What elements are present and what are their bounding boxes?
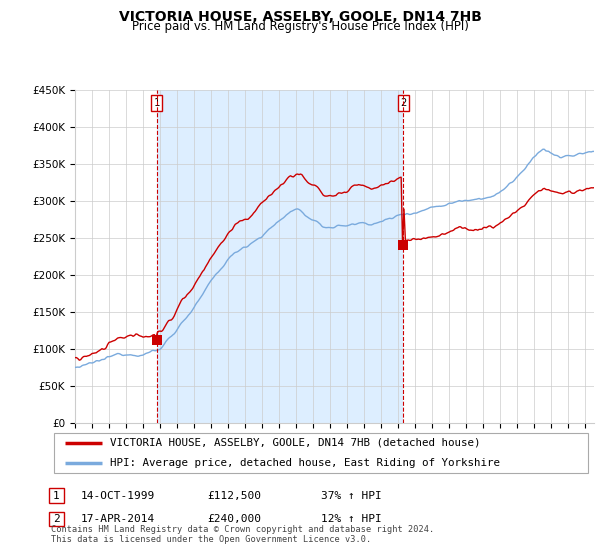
Text: £240,000: £240,000 xyxy=(207,514,261,524)
Text: VICTORIA HOUSE, ASSELBY, GOOLE, DN14 7HB (detached house): VICTORIA HOUSE, ASSELBY, GOOLE, DN14 7HB… xyxy=(110,438,481,448)
Text: 2: 2 xyxy=(400,98,406,108)
Text: 1: 1 xyxy=(53,491,60,501)
FancyBboxPatch shape xyxy=(54,433,588,473)
Text: 2: 2 xyxy=(53,514,60,524)
Text: HPI: Average price, detached house, East Riding of Yorkshire: HPI: Average price, detached house, East… xyxy=(110,458,500,468)
Text: 14-OCT-1999: 14-OCT-1999 xyxy=(81,491,155,501)
Text: Contains HM Land Registry data © Crown copyright and database right 2024.
This d: Contains HM Land Registry data © Crown c… xyxy=(51,525,434,544)
Text: £112,500: £112,500 xyxy=(207,491,261,501)
Text: 17-APR-2014: 17-APR-2014 xyxy=(81,514,155,524)
Text: 1: 1 xyxy=(154,98,160,108)
Bar xyxy=(157,90,403,423)
Text: 12% ↑ HPI: 12% ↑ HPI xyxy=(321,514,382,524)
Text: VICTORIA HOUSE, ASSELBY, GOOLE, DN14 7HB: VICTORIA HOUSE, ASSELBY, GOOLE, DN14 7HB xyxy=(119,10,481,24)
Text: Price paid vs. HM Land Registry's House Price Index (HPI): Price paid vs. HM Land Registry's House … xyxy=(131,20,469,33)
Text: 37% ↑ HPI: 37% ↑ HPI xyxy=(321,491,382,501)
